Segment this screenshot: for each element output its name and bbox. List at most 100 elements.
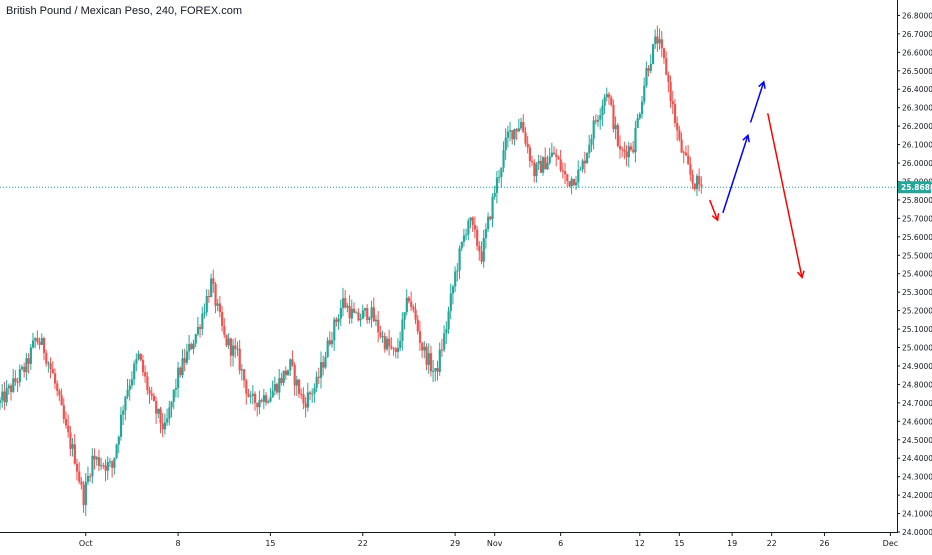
candle-body xyxy=(216,303,219,306)
candle xyxy=(361,304,364,319)
candle-body xyxy=(575,182,578,186)
arrow-head xyxy=(796,270,805,279)
candle xyxy=(3,381,6,410)
last-price-badge: 25.8688 xyxy=(898,181,932,194)
candle-body xyxy=(557,156,560,160)
candle xyxy=(546,155,549,171)
candle xyxy=(403,311,406,330)
candle xyxy=(487,212,490,232)
candle xyxy=(326,337,329,358)
x-axis[interactable]: Oct 8 15 22 29 Nov 6 12 15 19 22 26 Dec xyxy=(0,532,898,548)
candle-body xyxy=(500,167,503,177)
candle-body xyxy=(339,307,342,319)
candle xyxy=(205,289,208,316)
candle xyxy=(590,134,593,152)
candle xyxy=(86,466,90,486)
forecast-arrow[interactable] xyxy=(766,113,805,279)
candles-layer xyxy=(0,25,703,517)
candle xyxy=(53,368,57,390)
candle xyxy=(458,245,461,280)
candle xyxy=(159,406,162,434)
candle-body xyxy=(476,229,479,246)
candle-body xyxy=(629,146,633,150)
candle xyxy=(557,155,560,160)
candle xyxy=(12,368,15,394)
candle-body xyxy=(533,162,536,177)
candle xyxy=(660,31,663,57)
candle xyxy=(632,141,635,154)
candle xyxy=(370,300,373,328)
candle xyxy=(612,99,615,133)
candle xyxy=(58,388,61,402)
candle-body xyxy=(610,97,613,105)
candle xyxy=(684,145,688,157)
candle xyxy=(691,169,694,190)
candle-body xyxy=(273,384,277,391)
forecast-arrow[interactable] xyxy=(722,133,750,214)
candle-body xyxy=(693,183,696,190)
candle-body xyxy=(438,349,441,372)
candle-body xyxy=(603,97,606,106)
candle xyxy=(190,342,193,350)
candle-body xyxy=(161,423,164,430)
candle xyxy=(509,121,512,142)
candle xyxy=(339,299,342,326)
y-tick-label: 24.2000 xyxy=(902,491,932,500)
candle xyxy=(414,303,417,325)
candle xyxy=(625,144,628,167)
candle xyxy=(399,331,402,352)
candle xyxy=(18,364,21,387)
candle xyxy=(542,156,545,176)
y-axis[interactable]: 24.0000 24.1000 24.2000 24.3000 24.4000 24.50… xyxy=(897,0,932,537)
candle-body xyxy=(388,338,391,347)
candle xyxy=(502,141,505,173)
x-tick-label: 22 xyxy=(767,539,777,548)
forecast-arrow[interactable] xyxy=(749,80,766,123)
candle xyxy=(465,228,468,241)
candle-body xyxy=(236,348,239,350)
candle-body xyxy=(407,297,411,302)
candle xyxy=(5,380,8,406)
candle-body xyxy=(612,104,615,130)
candle xyxy=(647,65,650,77)
candle xyxy=(225,334,228,348)
y-tick-label: 24.9000 xyxy=(902,362,932,371)
candle-body xyxy=(82,484,85,506)
candle-body xyxy=(550,152,554,157)
candle-body xyxy=(370,307,373,318)
candle-body xyxy=(616,125,619,146)
candle xyxy=(148,386,151,404)
candle xyxy=(317,367,320,385)
candle xyxy=(607,91,611,105)
candle-body xyxy=(192,343,195,350)
candle-body xyxy=(117,436,120,445)
candle xyxy=(377,311,380,343)
candle xyxy=(45,349,48,367)
candle xyxy=(141,354,145,377)
y-tick-label: 26.7000 xyxy=(902,30,932,39)
candle xyxy=(119,406,123,441)
candle-body xyxy=(440,349,444,351)
candle-body xyxy=(91,455,94,477)
candle-body xyxy=(100,465,103,467)
candle-body xyxy=(651,44,655,65)
y-tick-label: 24.1000 xyxy=(902,510,932,519)
candle xyxy=(298,378,301,398)
candle xyxy=(390,337,393,351)
candle xyxy=(423,341,426,359)
y-tick-label: 24.6000 xyxy=(902,417,932,426)
candle-body xyxy=(601,105,604,116)
candle xyxy=(436,360,439,381)
candle xyxy=(671,90,674,115)
candle xyxy=(689,156,692,182)
candle xyxy=(539,155,543,174)
candle xyxy=(610,95,613,107)
candle xyxy=(1,384,4,408)
forecast-arrow[interactable] xyxy=(708,199,720,222)
candle xyxy=(267,399,270,404)
candle xyxy=(97,449,101,471)
candle-body xyxy=(480,251,483,262)
y-tick-label: 24.8000 xyxy=(902,380,932,389)
